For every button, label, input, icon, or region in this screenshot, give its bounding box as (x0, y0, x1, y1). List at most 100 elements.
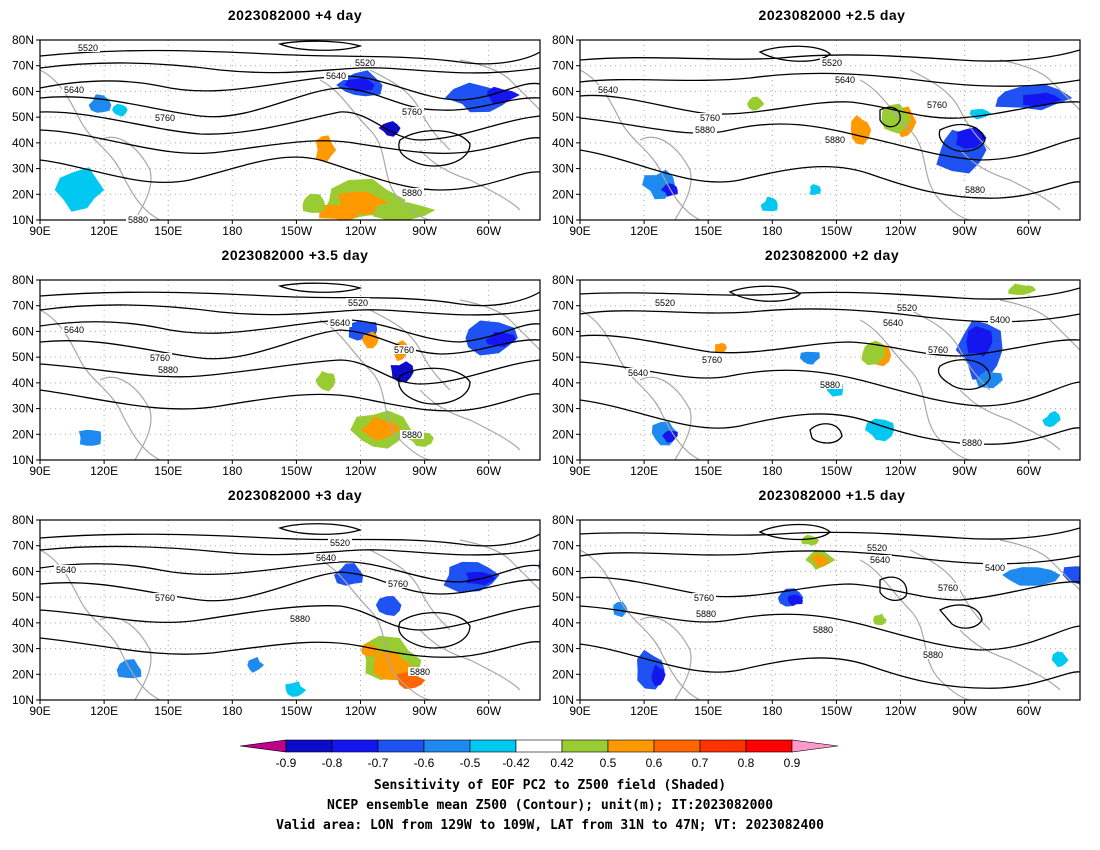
contour-label-bg (925, 100, 949, 109)
z500-contour (40, 329, 540, 360)
z500-contour (398, 130, 471, 167)
z500-contour (398, 612, 471, 649)
colorbar-tick-label: -0.5 (460, 756, 481, 770)
z500-contour (398, 367, 471, 405)
contour-label-bg (936, 583, 960, 592)
z500-contour (728, 285, 801, 302)
colorbar-segment (745, 739, 793, 753)
coastline (319, 559, 431, 700)
contour-label-bg (148, 353, 172, 362)
sensitivity-shade (1002, 567, 1061, 586)
lat-tick-label: 20N (12, 187, 34, 201)
lon-tick-label: 180 (762, 704, 782, 718)
contour-label: 5400 (985, 563, 1005, 573)
lon-tick-label: 90W (412, 704, 437, 718)
colorbar-tick-label: -0.6 (414, 756, 435, 770)
contour-label-bg (895, 303, 919, 312)
contour-label: 5880 (923, 650, 943, 660)
z500-contour (40, 605, 540, 631)
z500-contour (580, 527, 1080, 540)
lat-tick-label: 20N (552, 427, 574, 441)
lat-tick-label: 80N (12, 273, 34, 287)
contour-label-bg (62, 325, 86, 334)
contour-label-bg (692, 593, 716, 602)
lat-tick-label: 50N (12, 110, 34, 124)
lat-tick-label: 60N (552, 84, 574, 98)
lat-tick-label: 60N (12, 324, 34, 338)
colorbar-tick-label: 0.6 (646, 756, 663, 770)
colorbar-tick-label: 0.8 (738, 756, 755, 770)
coastline (999, 539, 1080, 591)
lat-tick-label: 80N (552, 273, 574, 287)
contour-label: 5520 (348, 298, 368, 308)
contour-label-bg (833, 75, 857, 84)
contour-label-bg (408, 667, 432, 676)
z500-contour (40, 389, 540, 412)
contour-label-bg (700, 355, 724, 364)
lon-tick-label: 150E (154, 704, 182, 718)
coastline (459, 299, 540, 351)
coastline (639, 136, 692, 220)
sensitivity-shade (1023, 92, 1062, 107)
contour-label-bg (392, 345, 416, 354)
sensitivity-shade (487, 86, 520, 104)
sensitivity-shade (801, 534, 820, 546)
contour-label-bg (963, 185, 987, 194)
contour-label-bg (626, 368, 650, 377)
z500-contour (580, 361, 1080, 407)
coastline (959, 389, 1061, 451)
lon-tick-label: 150E (694, 464, 722, 478)
contour-label: 5880 (410, 667, 430, 677)
contour-label-bg (865, 543, 889, 552)
z500-contour (580, 399, 1080, 445)
contour-label-bg (921, 650, 945, 659)
lon-tick-label: 120E (90, 704, 118, 718)
sensitivity-shade (660, 183, 678, 197)
lat-tick-label: 20N (12, 427, 34, 441)
colorbar-segment (515, 739, 563, 753)
z500-contour (40, 571, 540, 602)
coastline (459, 539, 540, 591)
contour-label: 5760 (702, 355, 722, 365)
lon-tick-label: 120W (885, 464, 917, 478)
coastline (40, 69, 161, 220)
lon-tick-label: 150W (821, 224, 853, 238)
coastline (580, 549, 701, 700)
sensitivity-shade (662, 430, 678, 443)
colorbar-tick-label: 0.9 (784, 756, 801, 770)
sensitivity-shade (361, 642, 381, 658)
contour-label-bg (62, 85, 86, 94)
contour-label: 5640 (870, 555, 890, 565)
coastline (419, 389, 521, 451)
contour-label-bg (288, 614, 312, 623)
contour-label-bg (694, 609, 718, 618)
contour-label: 5520 (355, 58, 375, 68)
z500-contour (40, 637, 540, 658)
sensitivity-shade (955, 126, 987, 149)
sensitivity-shade (317, 204, 358, 220)
lat-tick-label: 70N (552, 299, 574, 313)
coastline (999, 299, 1080, 351)
contour-label: 5640 (64, 85, 84, 95)
coastline (369, 549, 451, 631)
lat-tick-label: 30N (552, 642, 574, 656)
contour-label: 5640 (883, 318, 903, 328)
colorbar-tick-label: -0.42 (502, 756, 530, 770)
z500-contour (278, 523, 362, 535)
lat-tick-label: 10N (552, 693, 574, 707)
contour-label: 5760 (388, 579, 408, 589)
z500-contour (580, 117, 1080, 161)
contour-label-bg (983, 563, 1007, 572)
sensitivity-shade (787, 594, 803, 606)
contour-label: 5640 (835, 75, 855, 85)
sensitivity-shade (344, 77, 375, 92)
sensitivity-shade (373, 650, 412, 681)
lon-tick-label: 150W (281, 704, 313, 718)
sensitivity-shade (78, 429, 102, 446)
z500-contour (580, 49, 1080, 62)
z500-contour (879, 106, 901, 128)
map-frame (39, 39, 541, 221)
lat-tick-label: 80N (552, 33, 574, 47)
lat-tick-label: 50N (552, 590, 574, 604)
